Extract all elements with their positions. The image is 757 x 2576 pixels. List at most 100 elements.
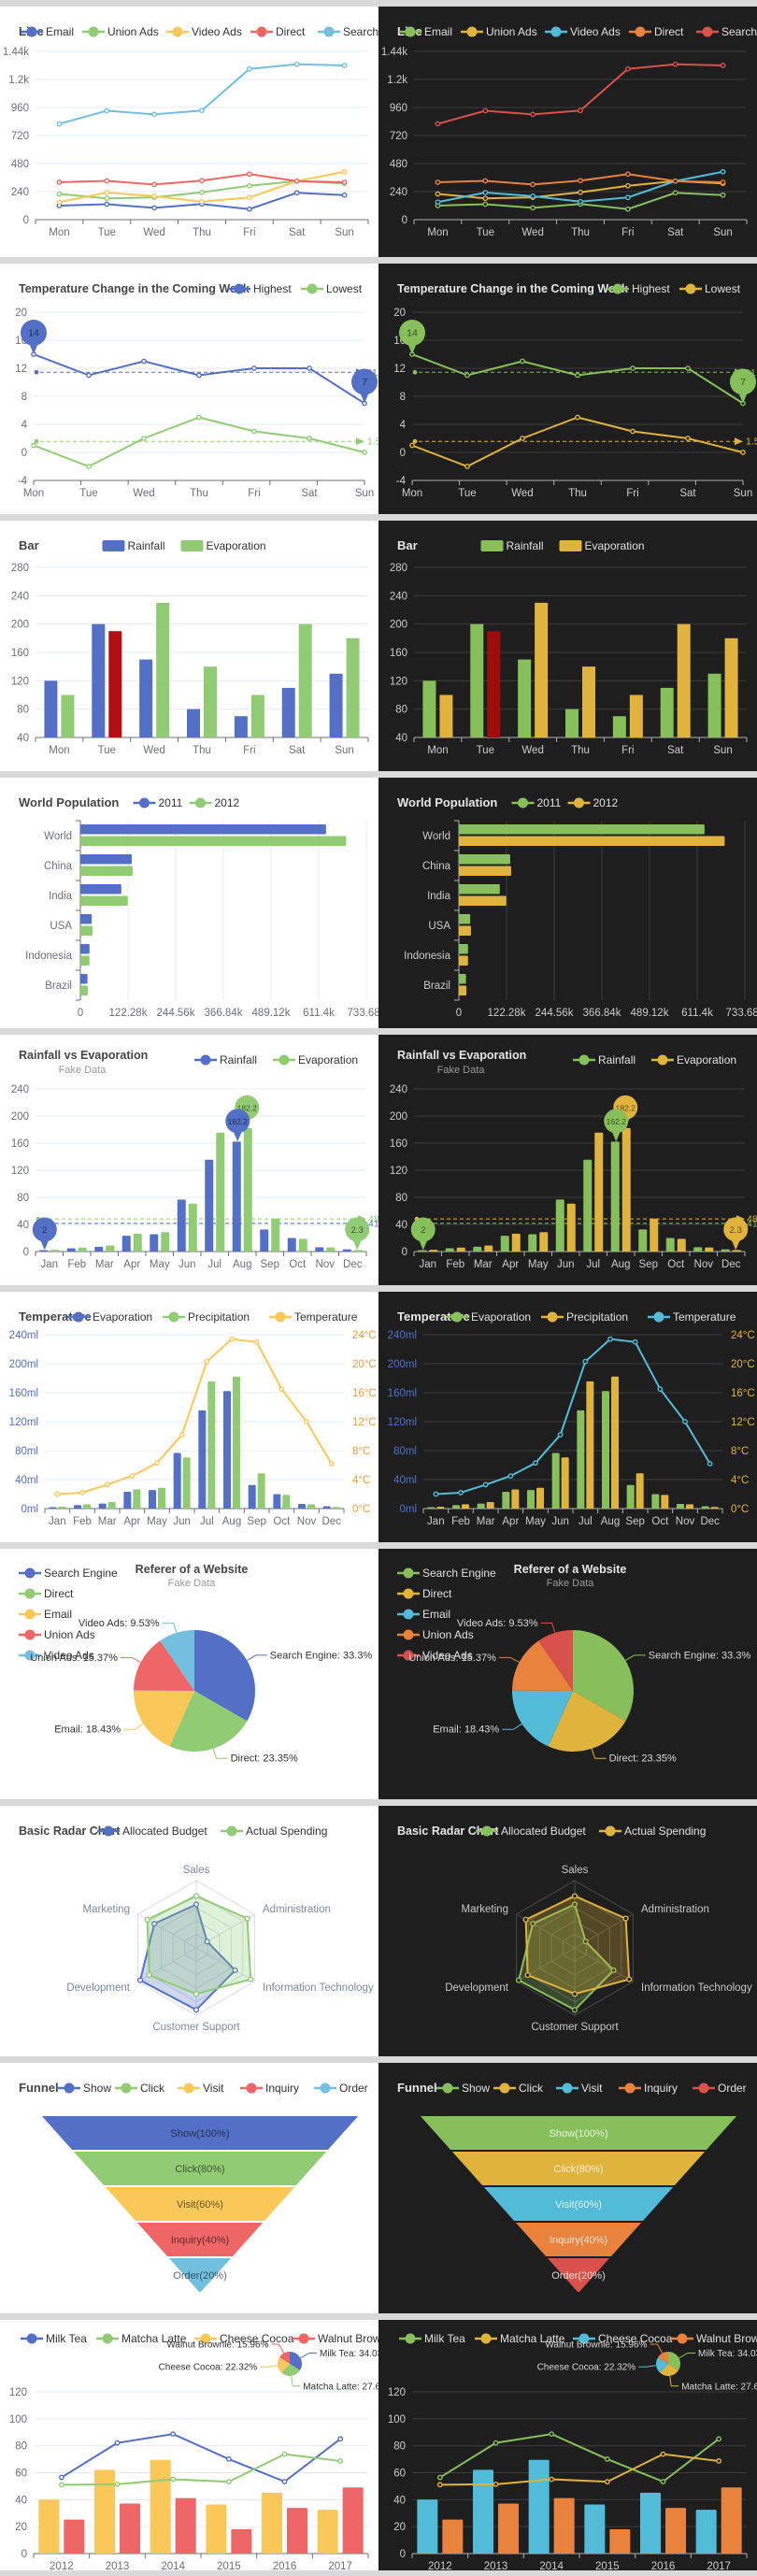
- svg-text:162.2: 162.2: [607, 1117, 627, 1126]
- svg-text:733.68k: 733.68k: [726, 1008, 757, 1019]
- radar-light-panel: Basic Radar Chart Allocated Budget Actual …: [0, 1806, 378, 2056]
- svg-text:Jun: Jun: [173, 1516, 191, 1527]
- svg-text:160ml: 160ml: [388, 1388, 417, 1399]
- svg-text:Jun: Jun: [557, 1259, 575, 1270]
- svg-text:Funnel: Funnel: [397, 2081, 437, 2095]
- svg-text:2016: 2016: [651, 2561, 676, 2570]
- svg-text:Email: Email: [46, 25, 74, 38]
- svg-text:Visit(60%): Visit(60%): [177, 2199, 223, 2211]
- svg-text:Temperature: Temperature: [294, 1310, 358, 1324]
- svg-text:Cheese Cocoa: Cheese Cocoa: [598, 2332, 673, 2345]
- funnel-dark-canvas[interactable]: Funnel Show Click Visit Inquiry Order Show(100…: [378, 2063, 757, 2313]
- svg-text:Matcha Latte: 27.66%: Matcha Latte: 27.66%: [303, 2382, 378, 2392]
- svg-text:122.28k: 122.28k: [109, 1008, 148, 1019]
- svg-text:Nov: Nov: [694, 1259, 714, 1270]
- svg-text:733.68k: 733.68k: [348, 1008, 378, 1019]
- svg-text:Union Ads: Union Ads: [422, 1628, 474, 1641]
- svg-text:Evaporation: Evaporation: [298, 1053, 358, 1066]
- svg-text:Jun: Jun: [179, 1259, 196, 1270]
- svg-text:Inquiry: Inquiry: [644, 2082, 678, 2095]
- svg-text:Allocated Budget: Allocated Budget: [501, 1825, 586, 1838]
- world-population-dark-canvas[interactable]: World Population 2011 2012 0 122.28k 244.56k 3…: [378, 778, 757, 1028]
- svg-text:Sun: Sun: [713, 745, 732, 756]
- svg-text:80: 80: [395, 1193, 407, 1204]
- svg-text:240: 240: [11, 591, 29, 602]
- svg-text:2015: 2015: [595, 2561, 620, 2570]
- bar-week-dark-canvas[interactable]: Bar Rainfall Evaporation 40 80 120 160 200 240 28…: [378, 521, 757, 771]
- svg-text:Tue: Tue: [477, 227, 494, 238]
- svg-text:Fake Data: Fake Data: [437, 1065, 486, 1076]
- svg-text:-4: -4: [396, 476, 407, 487]
- svg-text:May: May: [525, 1516, 546, 1527]
- svg-text:Matcha Latte: Matcha Latte: [121, 2332, 187, 2345]
- svg-text:4°C: 4°C: [731, 1475, 749, 1486]
- svg-text:Show: Show: [83, 2082, 111, 2095]
- rainfall-evaporation-light-canvas[interactable]: Rainfall vs Evaporation Fake Data Rainfall…: [0, 1035, 378, 1285]
- svg-text:Jan: Jan: [49, 1516, 66, 1527]
- svg-text:12°C: 12°C: [352, 1417, 377, 1428]
- svg-text:Temperature: Temperature: [19, 1309, 92, 1324]
- pie-referer-dark-canvas[interactable]: Referer of a Website Fake Data Search Engi…: [378, 1549, 757, 1799]
- funnel-light-canvas[interactable]: Funnel Show Click Visit Inquiry Order Show(100…: [0, 2063, 378, 2313]
- svg-text:Search Engine: Search Engine: [422, 1567, 496, 1580]
- svg-text:0°C: 0°C: [352, 1504, 370, 1515]
- svg-text:2012: 2012: [593, 796, 619, 809]
- svg-text:Actual Spending: Actual Spending: [246, 1825, 327, 1838]
- svg-text:Order(20%): Order(20%): [551, 2270, 605, 2282]
- svg-text:Jun: Jun: [551, 1516, 569, 1527]
- svg-text:Click(80%): Click(80%): [553, 2164, 603, 2175]
- bar-week-light-canvas[interactable]: Bar Rainfall Evaporation 40 80 120 160 200 240 28…: [0, 521, 378, 771]
- svg-text:Visit(60%): Visit(60%): [555, 2199, 602, 2211]
- svg-text:Milk Tea: 34.03%: Milk Tea: 34.03%: [698, 2349, 757, 2359]
- svg-text:12: 12: [393, 364, 406, 375]
- svg-text:40: 40: [17, 1220, 29, 1231]
- radar-dark-canvas[interactable]: Basic Radar Chart Allocated Budget Actual …: [378, 1806, 757, 2056]
- svg-text:0: 0: [402, 215, 407, 226]
- world-population-dark-panel: World Population 2011 2012 0 122.28k 244.56k 3…: [378, 778, 757, 1028]
- svg-text:Sun: Sun: [355, 488, 374, 499]
- svg-text:India: India: [49, 891, 73, 902]
- combo-dark-canvas[interactable]: Milk Tea Matcha Latte Cheese Cocoa Walnut B…: [378, 2320, 757, 2570]
- svg-text:40: 40: [17, 733, 29, 744]
- svg-text:2015: 2015: [217, 2561, 241, 2570]
- svg-text:41.63: 41.63: [747, 1218, 757, 1229]
- svg-text:Mar: Mar: [477, 1516, 495, 1527]
- svg-text:2016: 2016: [273, 2561, 297, 2570]
- svg-text:20: 20: [15, 308, 27, 319]
- funnel-dark-panel: Funnel Show Click Visit Inquiry Order Show(100…: [378, 2063, 757, 2313]
- radar-light-canvas[interactable]: Basic Radar Chart Allocated Budget Actual …: [0, 1806, 378, 2056]
- rainfall-evaporation-dark-canvas[interactable]: Rainfall vs Evaporation Fake Data Rainfall…: [378, 1035, 757, 1285]
- svg-text:Marketing: Marketing: [82, 1904, 130, 1915]
- svg-text:May: May: [528, 1259, 549, 1270]
- svg-text:4: 4: [21, 420, 28, 431]
- svg-text:200: 200: [390, 1111, 407, 1123]
- svg-text:Sat: Sat: [301, 488, 318, 499]
- world-population-light-canvas[interactable]: World Population 2011 2012 0 122.28k 244.56k 3…: [0, 778, 378, 1028]
- svg-text:200: 200: [390, 620, 407, 631]
- temperature-week-dark-canvas[interactable]: Temperature Change in the Coming Week Hig…: [378, 264, 757, 514]
- svg-text:Dec: Dec: [321, 1516, 341, 1527]
- radar-dark-panel: Basic Radar Chart Allocated Budget Actual …: [378, 1806, 757, 2056]
- row-temperature-dual: Temperature Evaporation Precipitation Tempe…: [0, 1285, 757, 1542]
- svg-text:Click: Click: [140, 2082, 165, 2095]
- svg-text:-4: -4: [18, 476, 28, 487]
- svg-text:80: 80: [17, 705, 29, 716]
- svg-text:Highest: Highest: [632, 282, 670, 295]
- svg-text:2012: 2012: [428, 2561, 452, 2570]
- combo-light-canvas[interactable]: Milk Tea Matcha Latte Cheese Cocoa Walnut B…: [0, 2320, 378, 2570]
- pie-referer-light-canvas[interactable]: Referer of a Website Fake Data Search Engi…: [0, 1549, 378, 1799]
- svg-text:Aug: Aug: [222, 1516, 241, 1527]
- svg-text:489.12k: 489.12k: [631, 1008, 669, 1019]
- temperature-week-light-canvas[interactable]: Temperature Change in the Coming Week Hig…: [0, 264, 378, 514]
- svg-text:20: 20: [15, 2522, 27, 2533]
- svg-text:Order: Order: [718, 2082, 747, 2095]
- svg-text:Tue: Tue: [98, 745, 116, 756]
- svg-text:Feb: Feb: [67, 1259, 86, 1270]
- svg-text:Sep: Sep: [639, 1259, 658, 1270]
- temperature-dual-light-canvas[interactable]: Temperature Evaporation Precipitation Tempe…: [0, 1292, 378, 1542]
- temperature-dual-dark-canvas[interactable]: Temperature Evaporation Precipitation Tempe…: [378, 1292, 757, 1542]
- svg-text:480: 480: [11, 159, 29, 170]
- svg-text:Wed: Wed: [511, 488, 533, 499]
